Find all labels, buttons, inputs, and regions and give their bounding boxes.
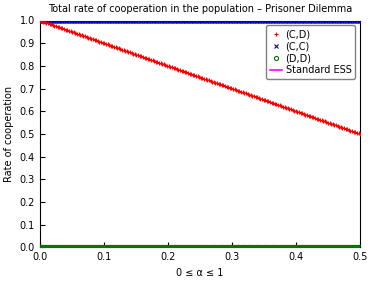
(C,D) xyxy=(342,127,346,130)
Standard ESS xyxy=(331,246,335,249)
Standard ESS xyxy=(342,246,346,249)
(D,D) xyxy=(331,246,335,249)
Line: (D,D): (D,D) xyxy=(38,245,362,250)
Standard ESS xyxy=(123,246,128,249)
(C,C) xyxy=(51,19,55,22)
(C,C) xyxy=(38,19,42,22)
Standard ESS xyxy=(358,246,362,249)
Y-axis label: Rate of cooperation: Rate of cooperation xyxy=(4,86,14,182)
Line: (C,C): (C,C) xyxy=(38,18,362,23)
(C,D) xyxy=(331,123,335,126)
(C,C) xyxy=(342,19,346,22)
Title: Total rate of cooperation in the population – Prisoner Dilemma: Total rate of cooperation in the populat… xyxy=(48,4,352,14)
(C,D) xyxy=(51,23,55,27)
(C,C) xyxy=(358,19,362,22)
(C,D) xyxy=(57,26,61,29)
(D,D) xyxy=(38,246,42,249)
(C,D) xyxy=(358,132,362,136)
(D,D) xyxy=(51,246,55,249)
(C,C) xyxy=(57,19,61,22)
(D,D) xyxy=(123,246,128,249)
Legend: (C,D), (C,C), (D,D), Standard ESS: (C,D), (C,C), (D,D), Standard ESS xyxy=(266,25,355,79)
Standard ESS xyxy=(51,246,55,249)
(D,D) xyxy=(342,246,346,249)
(C,C) xyxy=(97,19,102,22)
(D,D) xyxy=(57,246,61,249)
(C,C) xyxy=(331,19,335,22)
X-axis label: 0 ≤ α ≤ 1: 0 ≤ α ≤ 1 xyxy=(176,268,224,278)
Standard ESS xyxy=(57,246,61,249)
(C,C) xyxy=(123,19,128,22)
(D,D) xyxy=(97,246,102,249)
(C,D) xyxy=(38,19,42,22)
Standard ESS xyxy=(38,246,42,249)
Standard ESS xyxy=(97,246,102,249)
(D,D) xyxy=(358,246,362,249)
Line: (C,D): (C,D) xyxy=(38,18,362,136)
(C,D) xyxy=(97,40,102,43)
(C,D) xyxy=(123,49,128,52)
